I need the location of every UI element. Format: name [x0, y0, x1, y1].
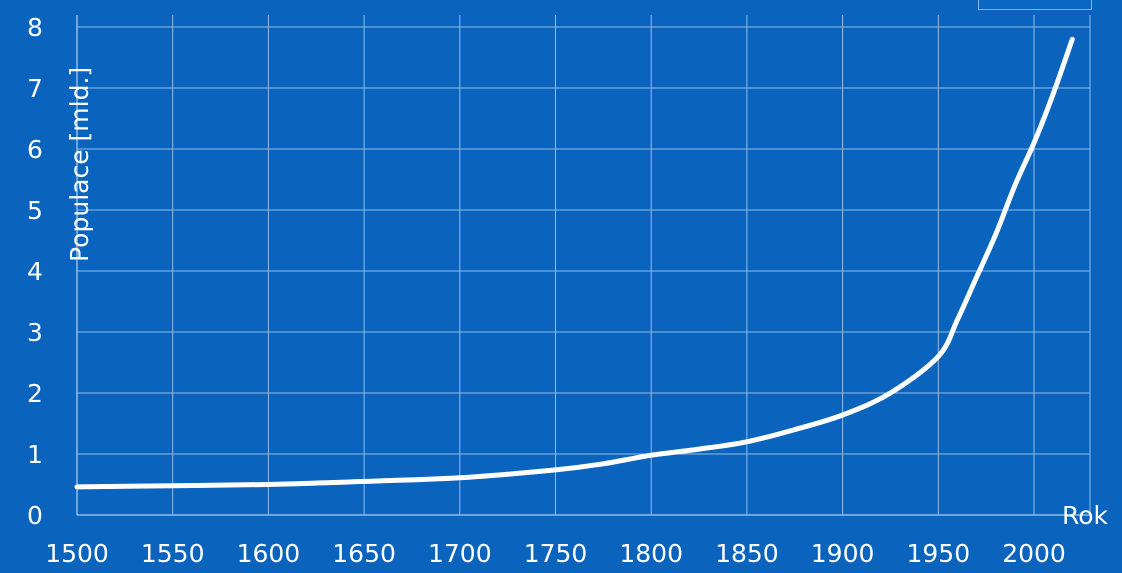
series: [74, 36, 1075, 490]
y-tick-label: 6: [27, 135, 43, 164]
y-tick-label: 7: [27, 74, 43, 103]
y-tick-label: 8: [27, 13, 43, 42]
x-tick-label: 1700: [428, 539, 492, 568]
x-tick-label: 1950: [906, 539, 970, 568]
grid: [76, 15, 1091, 515]
x-tick-label: 1850: [715, 539, 779, 568]
x-tick-label: 1600: [237, 539, 301, 568]
x-tick-label: 1500: [45, 539, 109, 568]
y-tick-labels: 0 1 2 3 4 5 6 7 8: [27, 13, 43, 530]
y-tick-label: 2: [27, 379, 43, 408]
y-tick-label: 0: [27, 501, 43, 530]
x-tick-labels: 1500 1550 1600 1650 1700 1750 1800 1850 1900 1950…: [45, 539, 1066, 568]
x-tick-label: 1800: [619, 539, 683, 568]
x-tick-label: 1650: [332, 539, 396, 568]
y-axis-label: Populace [mld.]: [65, 67, 94, 262]
y-tick-label: 1: [27, 440, 43, 469]
population-line: [74, 36, 1075, 490]
y-tick-label: 3: [27, 318, 43, 347]
x-tick-label: 1550: [141, 539, 205, 568]
x-axis-label: Rok: [1062, 501, 1109, 530]
y-tick-label: 5: [27, 196, 43, 225]
y-tick-label: 4: [27, 257, 43, 286]
x-tick-label: 2000: [1002, 539, 1066, 568]
x-tick-label: 1750: [524, 539, 588, 568]
axes: [76, 15, 1090, 516]
x-tick-label: 1900: [811, 539, 875, 568]
corner-tab: [978, 0, 1092, 10]
